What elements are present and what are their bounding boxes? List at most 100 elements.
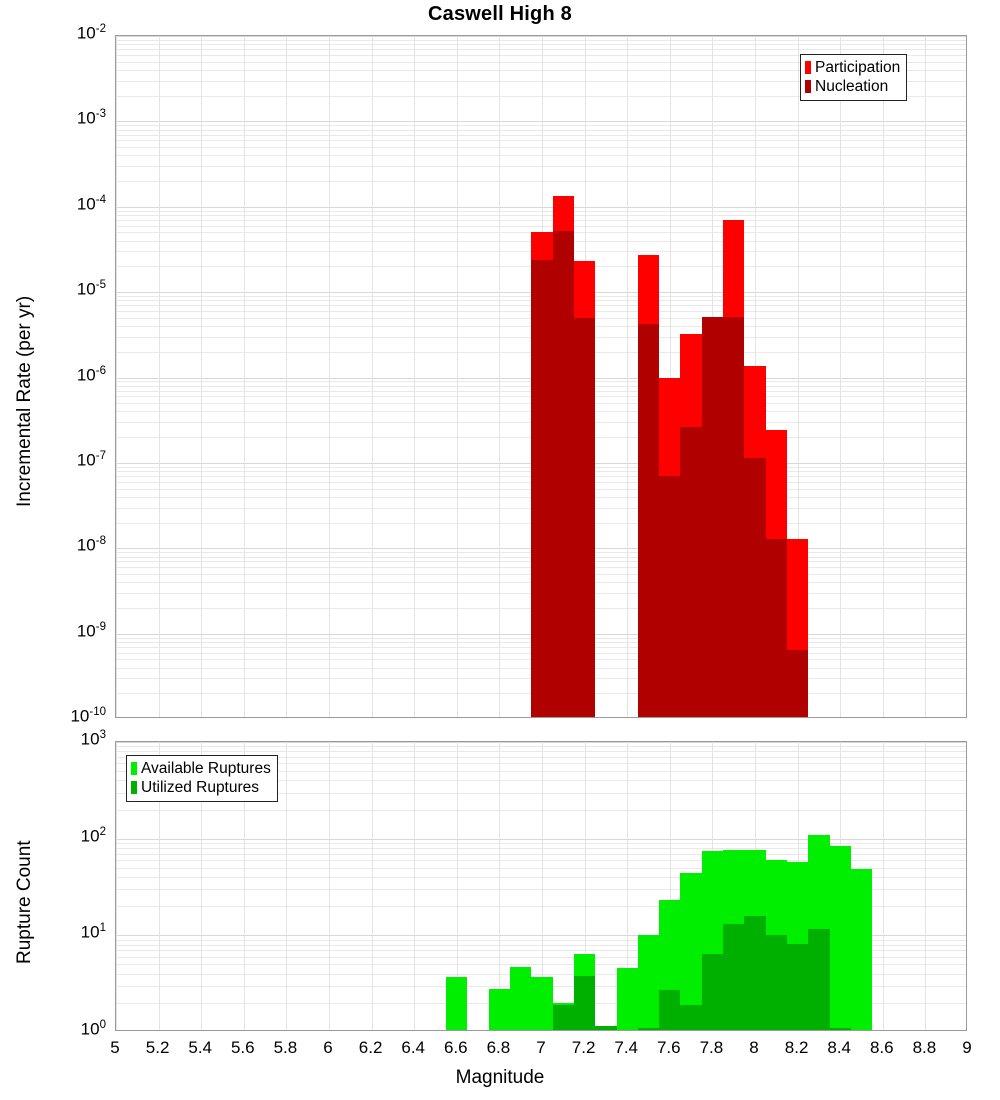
bar-nucleation — [786, 649, 809, 717]
bar-available — [446, 977, 468, 1030]
rupture-count-bars — [116, 742, 966, 1030]
gridline — [116, 206, 966, 208]
gridline-vertical — [925, 742, 927, 1030]
bar-utilized — [637, 1027, 660, 1030]
gridline — [116, 210, 966, 212]
bar-nucleation — [573, 317, 596, 717]
gridline — [116, 838, 966, 840]
legend-label: Utilized Ruptures — [141, 779, 260, 796]
bar-utilized — [744, 915, 766, 1030]
x-tick-label: 5.2 — [145, 1038, 170, 1057]
gridline — [116, 44, 966, 46]
y-tick-label: 102 — [80, 825, 106, 846]
bar-available — [510, 967, 532, 1030]
gridline-vertical — [201, 742, 203, 1030]
chart-title: Caswell High 8 — [428, 3, 572, 25]
magnitude-axis-title: Magnitude — [455, 1067, 545, 1088]
x-tick-label: 7.4 — [614, 1038, 638, 1057]
bar-utilized — [701, 954, 724, 1030]
gridline — [116, 792, 966, 794]
y-tick-label: 10-10 — [70, 706, 106, 726]
bar-nucleation — [744, 457, 766, 717]
square-swatch-icon — [131, 781, 137, 794]
gridline — [116, 155, 966, 157]
gridline — [116, 950, 966, 952]
gridline-vertical — [456, 36, 458, 717]
x-tick-label: 8.8 — [912, 1038, 937, 1057]
gridline — [116, 69, 966, 71]
x-tick-label: 8.6 — [869, 1038, 894, 1057]
gridline — [116, 860, 966, 862]
legend-label: Nucleation — [815, 78, 889, 95]
legend-item: Available Ruptures — [131, 759, 271, 778]
x-tick-label: 6.2 — [358, 1038, 383, 1057]
gridline-vertical — [499, 36, 501, 717]
y-tick-label: 10-2 — [76, 23, 106, 43]
y-tick-label: 100 — [80, 1019, 106, 1039]
gridline — [116, 939, 966, 941]
gridline — [116, 129, 966, 131]
gridline-vertical — [499, 742, 501, 1030]
y-tick-label: 101 — [80, 922, 106, 942]
gridline-vertical — [371, 742, 373, 1030]
rupture-count-legend: Available Ruptures Utilized Ruptures — [126, 755, 278, 802]
gridline-vertical — [797, 36, 799, 717]
y-tick-label: 10-4 — [76, 193, 106, 214]
gridline — [116, 54, 966, 56]
bar-nucleation — [723, 317, 745, 717]
x-tick-label: 7.2 — [571, 1038, 596, 1057]
bar-available — [616, 967, 638, 1030]
bar-utilized — [808, 929, 830, 1030]
gridline-vertical — [414, 36, 416, 717]
gridline — [116, 956, 966, 958]
x-tick-label: 8.4 — [827, 1038, 851, 1057]
y-tick-label: 10-9 — [76, 620, 106, 641]
gridline — [116, 763, 966, 765]
gridline — [116, 39, 966, 41]
gridline — [116, 134, 966, 136]
incremental-rate-axis-title: Incremental Rate (per yr) — [14, 295, 35, 507]
gridline-vertical — [286, 742, 288, 1030]
gridline — [116, 906, 966, 908]
bar-nucleation — [531, 259, 553, 717]
y-tick-label: 103 — [80, 729, 106, 749]
gridline — [116, 889, 966, 891]
incremental-rate-bars — [116, 36, 966, 717]
gridline-vertical — [456, 742, 458, 1030]
bar-available — [531, 977, 553, 1030]
gridline — [116, 867, 966, 869]
x-tick-label: 6.8 — [486, 1038, 511, 1057]
bar-utilized — [552, 1005, 574, 1030]
gridline — [116, 964, 966, 966]
gridline — [116, 973, 966, 975]
bar-nucleation — [552, 230, 574, 717]
gridline — [116, 140, 966, 142]
gridline-vertical — [243, 742, 245, 1030]
y-tick-label: 10-5 — [76, 279, 106, 299]
square-swatch-icon — [805, 80, 811, 93]
y-tick-label: 10-8 — [76, 535, 106, 555]
gridline — [116, 771, 966, 773]
legend-label: Participation — [815, 59, 901, 76]
bar-available — [829, 845, 851, 1030]
x-tick-label: 5.6 — [230, 1038, 255, 1057]
bar-available — [488, 988, 511, 1030]
legend-item: Utilized Ruptures — [131, 778, 271, 797]
gridline-vertical — [840, 36, 842, 717]
gridline-vertical — [116, 36, 117, 717]
bar-nucleation — [637, 324, 660, 717]
bar-utilized — [680, 1005, 702, 1030]
gridline-vertical — [882, 742, 884, 1030]
gridline — [116, 95, 966, 97]
gridline — [116, 935, 966, 937]
gridline — [116, 49, 966, 51]
y-tick-label: 10-3 — [76, 108, 106, 129]
gridline-vertical — [925, 36, 927, 717]
gridline — [116, 809, 966, 811]
bar-utilized — [786, 943, 809, 1030]
gridline — [116, 944, 966, 946]
gridline — [116, 219, 966, 221]
x-tick-label: 6.4 — [401, 1038, 425, 1057]
bar-utilized — [723, 924, 745, 1030]
incremental-rate-legend: Participation Nucleation — [800, 54, 908, 101]
